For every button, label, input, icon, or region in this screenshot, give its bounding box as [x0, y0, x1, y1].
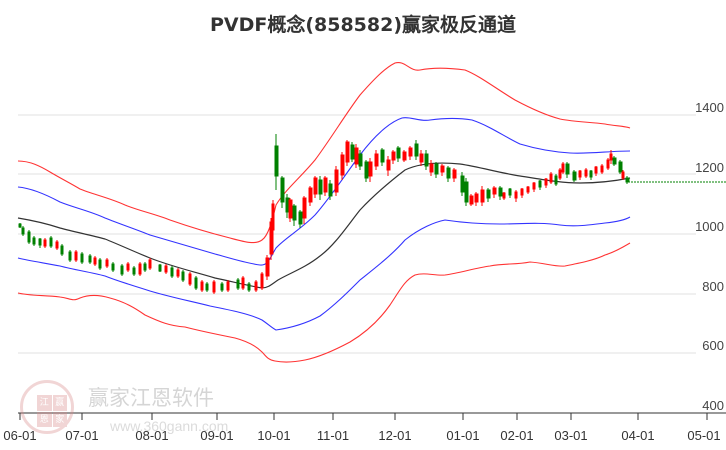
x-tick-label: 11-01 — [316, 428, 350, 443]
chart-title: PVDF概念(858582)赢家极反通道 — [209, 14, 517, 36]
x-tick-label: 04-01 — [621, 428, 655, 443]
y-tick-label-400: 400 — [702, 398, 724, 413]
x-tick-label: 12-01 — [378, 428, 412, 443]
x-tick-label: 10-01 — [257, 428, 291, 443]
x-tick-label: 08-01 — [135, 428, 169, 443]
inner-lower-band — [17, 216, 631, 331]
x-tick-label: 02-01 — [500, 428, 534, 443]
candlesticks — [18, 134, 630, 294]
y-tick-label-800: 800 — [702, 279, 724, 294]
y-tick-label-1400: 1400 — [695, 100, 724, 115]
x-tick-label: 06-01 — [3, 428, 37, 443]
x-tick-label: 03-01 — [554, 428, 588, 443]
x-tick-label: 07-01 — [65, 428, 99, 443]
gridlines — [18, 114, 696, 354]
x-axis — [18, 412, 726, 420]
x-tick-label: 01-01 — [446, 428, 480, 443]
inner-upper-band — [17, 117, 631, 266]
x-tick-label: 05-01 — [687, 428, 721, 443]
y-tick-label-1000: 1000 — [695, 219, 724, 234]
outer-lower-band — [17, 242, 631, 363]
middle-channel-line — [17, 162, 631, 289]
y-tick-label-600: 600 — [702, 338, 724, 353]
y-tick-label-1200: 1200 — [695, 160, 724, 175]
x-tick-label: 09-01 — [200, 428, 234, 443]
outer-upper-band — [17, 61, 631, 244]
